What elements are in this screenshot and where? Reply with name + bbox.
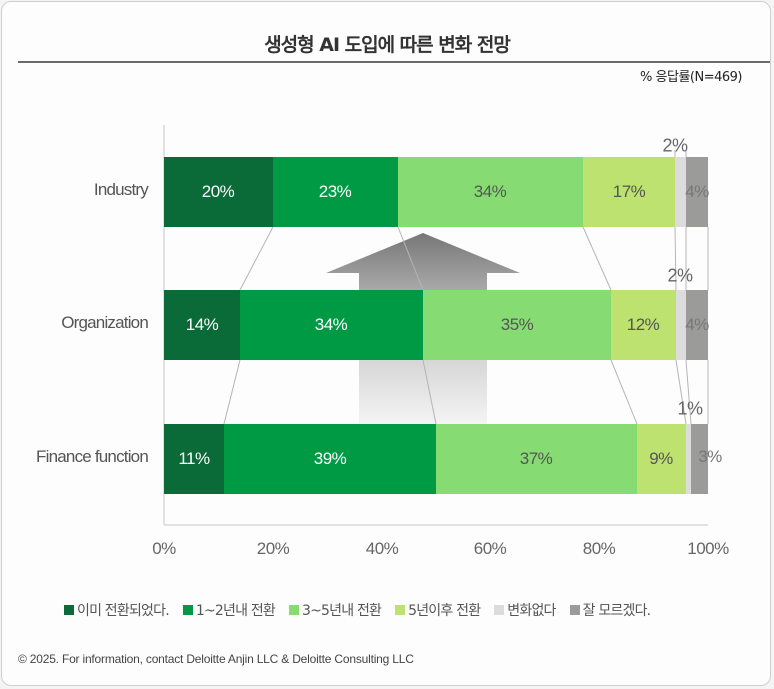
legend-swatch-icon (64, 605, 74, 615)
value-label: 9% (649, 449, 673, 468)
value-label: 2% (662, 135, 688, 156)
legend-item-5-plus-years: 5년이후 전환 (395, 600, 481, 620)
chart-legend: 이미 전환되었다. 1~2년내 전환 3~5년내 전환 5년이후 전환 변화없다… (64, 600, 651, 620)
value-label: 1% (677, 398, 703, 419)
legend-label: 3~5년내 전환 (302, 603, 382, 619)
x-tick: 80% (582, 539, 616, 558)
x-tick: 40% (365, 539, 399, 558)
legend-label: 5년이후 전환 (408, 603, 481, 619)
legend-item-1-2-years: 1~2년내 전환 (182, 600, 276, 620)
value-label: 2% (667, 265, 693, 286)
legend-swatch-icon (569, 605, 580, 615)
x-tick: 20% (256, 539, 290, 558)
bar-organization (164, 290, 708, 360)
legend-label: 잘 모르겠다. (582, 603, 651, 619)
legend-label: 변화없다 (507, 603, 556, 619)
category-label-organization: Organization (61, 313, 149, 332)
legend-swatch-icon (182, 605, 193, 615)
legend-swatch-icon (494, 605, 505, 615)
legend-item-no-change: 변화없다 (494, 600, 556, 620)
value-label: 39% (313, 449, 347, 468)
value-label: 3% (698, 447, 722, 466)
value-label: 20% (201, 182, 235, 201)
title-divider (18, 61, 770, 63)
value-label: 35% (500, 315, 534, 334)
chart-subtitle: % 응답률(N=469) (640, 70, 742, 85)
value-label: 17% (612, 182, 646, 201)
value-label: 4% (685, 182, 709, 201)
chart-title: 생성형 AI 도입에 따른 변화 전망 (264, 34, 511, 56)
legend-item-dont-know: 잘 모르겠다. (569, 600, 651, 620)
value-label: 37% (519, 449, 553, 468)
connector-lines (223, 150, 709, 425)
legend-item-3-5-years: 3~5년내 전환 (289, 600, 382, 620)
x-tick: 100% (687, 539, 729, 558)
category-label-industry: Industry (93, 180, 149, 199)
category-label-finance-function: Finance function (36, 447, 149, 466)
value-label: 34% (473, 182, 507, 201)
x-tick: 60% (473, 539, 507, 558)
x-tick: 0% (152, 539, 176, 558)
value-label: 4% (685, 315, 709, 334)
value-label: 34% (314, 315, 348, 334)
legend-label: 1~2년내 전환 (195, 603, 276, 619)
up-arrow-icon (326, 233, 520, 424)
value-label: 14% (185, 315, 219, 334)
bar-finance-function (164, 424, 708, 494)
value-label: 12% (626, 315, 660, 334)
legend-swatch-icon (289, 605, 299, 615)
value-label: 23% (318, 182, 352, 201)
copyright-footer: © 2025. For information, contact Deloitt… (18, 652, 414, 666)
legend-swatch-icon (395, 605, 406, 615)
bar-industry (164, 157, 708, 227)
legend-label: 이미 전환되었다. (77, 603, 170, 619)
value-label: 11% (178, 449, 210, 468)
legend-item-already: 이미 전환되었다. (64, 600, 170, 620)
